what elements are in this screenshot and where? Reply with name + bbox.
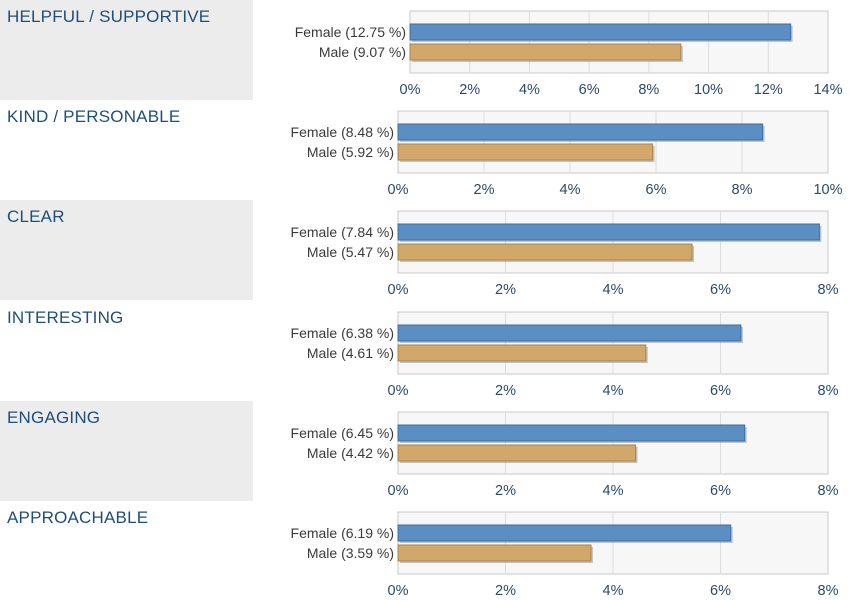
tick-label: 2%: [495, 282, 516, 298]
category-label: Male (4.61 %): [307, 345, 394, 361]
bar-chart: 0% 2% 4% 6% 8% Female (6.19 %) Male (3.59 %): [291, 511, 839, 599]
tick-label: 10%: [694, 82, 723, 98]
bar-female: [397, 324, 742, 342]
tick-label: 10%: [813, 182, 842, 198]
bar-male: [397, 143, 654, 161]
chart-row: APPROACHABLE 0% 2% 4% 6% 8% Female (6.19 %) Mal…: [0, 501, 850, 601]
bar-chart: 0% 2% 4% 6% 8% Female (6.38 %) Male (4.61 %): [291, 311, 839, 399]
tick-label: 8%: [818, 282, 839, 298]
tick-label: 6%: [710, 583, 731, 599]
tick-label: 0%: [400, 82, 421, 98]
chart-row: HELPFUL / SUPPORTIVE 0% 2% 4% 6% 8% 10% 12% 14% F…: [0, 0, 850, 100]
tick-label: 6%: [646, 182, 667, 198]
tick-label: 4%: [603, 583, 624, 599]
chart-row: KIND / PERSONABLE 0% 2% 4% 6% 8% 10% Female (8.…: [0, 100, 850, 200]
tick-label: 8%: [818, 383, 839, 399]
tick-label: 6%: [579, 82, 600, 98]
category-label: Female (6.45 %): [291, 425, 394, 441]
tick-label: 4%: [603, 383, 624, 399]
category-label: Female (8.48 %): [291, 124, 394, 140]
tick-label: 4%: [560, 182, 581, 198]
bar-chart: 0% 2% 4% 6% 8% 10% 12% 14% Female (12.75 %) Male …: [295, 10, 843, 98]
chart-title: INTERESTING: [7, 307, 124, 327]
tick-label: 0%: [388, 182, 409, 198]
tick-label: 6%: [710, 383, 731, 399]
category-label: Female (6.19 %): [291, 525, 394, 541]
row-label-cell: CLEAR: [0, 200, 253, 301]
bar-female: [397, 524, 732, 542]
tick-label: 8%: [818, 483, 839, 499]
tick-label: 0%: [388, 483, 409, 499]
category-label: Male (5.92 %): [307, 144, 394, 160]
tick-label: 14%: [813, 82, 842, 98]
tick-label: 8%: [818, 583, 839, 599]
tick-label: 4%: [603, 282, 624, 298]
row-label-cell: ENGAGING: [0, 400, 253, 501]
chart-title: APPROACHABLE: [7, 508, 149, 527]
category-label: Male (3.59 %): [307, 545, 394, 561]
tick-label: 2%: [495, 583, 516, 599]
row-label-cell: HELPFUL / SUPPORTIVE: [0, 0, 253, 100]
row-label-cell: INTERESTING: [0, 301, 253, 401]
tick-label: 2%: [459, 82, 480, 98]
chart-title: KIND / PERSONABLE: [7, 107, 181, 127]
tick-label: 4%: [603, 483, 624, 499]
tick-label: 8%: [638, 82, 659, 98]
tick-label: 0%: [388, 282, 409, 298]
tick-label: 4%: [519, 82, 540, 98]
bar-male: [397, 243, 693, 261]
tick-label: 2%: [474, 182, 495, 198]
tick-label: 8%: [732, 182, 753, 198]
row-label-cell: KIND / PERSONABLE: [0, 100, 253, 200]
category-label: Female (12.75 %): [295, 24, 406, 40]
chart-title: HELPFUL / SUPPORTIVE: [7, 7, 211, 26]
tick-label: 2%: [495, 483, 516, 499]
bar-chart: 0% 2% 4% 6% 8% Female (6.45 %) Male (4.42 %): [291, 411, 839, 499]
bar-female: [409, 23, 792, 41]
row-label-cell: APPROACHABLE: [0, 501, 253, 601]
bar-chart: 0% 2% 4% 6% 8% 10% Female (8.48 %) Male (5.92 %…: [291, 110, 843, 198]
bar-male: [409, 43, 682, 61]
category-label: Female (6.38 %): [291, 325, 394, 341]
chart-row: CLEAR 0% 2% 4% 6% 8% Female (7.84 %) Male (5.47…: [0, 200, 850, 301]
chart-title: ENGAGING: [7, 407, 101, 427]
bar-female: [397, 123, 764, 141]
chart-row: INTERESTING 0% 2% 4% 6% 8% Female (6.38 %) Male…: [0, 301, 850, 401]
tick-label: 2%: [495, 383, 516, 399]
chart-row: ENGAGING 0% 2% 4% 6% 8% Female (6.45 %) Male (4…: [0, 400, 850, 501]
category-label: Male (9.07 %): [319, 44, 406, 60]
bar-female: [397, 424, 746, 442]
bar-male: [397, 444, 637, 462]
tick-label: 12%: [754, 82, 783, 98]
chart-title: CLEAR: [7, 207, 65, 227]
tick-label: 0%: [388, 383, 409, 399]
category-label: Male (5.47 %): [307, 244, 394, 260]
bar-male: [397, 344, 647, 362]
tick-label: 6%: [710, 483, 731, 499]
tick-label: 6%: [710, 282, 731, 298]
category-label: Male (4.42 %): [307, 445, 394, 461]
category-label: Female (7.84 %): [291, 224, 394, 240]
tick-label: 0%: [388, 583, 409, 599]
bar-female: [397, 223, 820, 241]
bar-chart: 0% 2% 4% 6% 8% Female (7.84 %) Male (5.47 %): [291, 210, 839, 298]
bar-male: [397, 544, 592, 562]
